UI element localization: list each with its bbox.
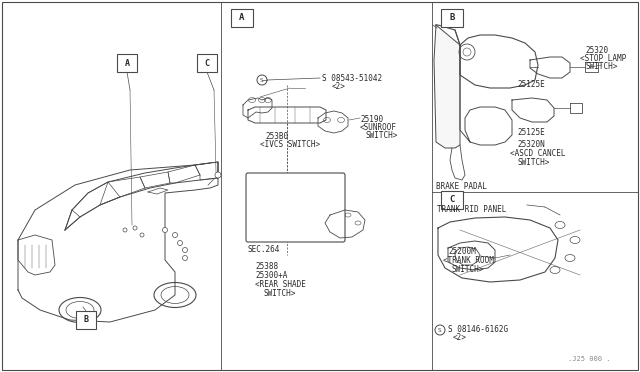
Bar [76, 311, 96, 329]
Text: <2>: <2> [453, 333, 467, 342]
Text: 253B0: 253B0 [265, 132, 288, 141]
Bar [117, 54, 137, 72]
Text: SWITCH>: SWITCH> [365, 131, 397, 140]
Text: S: S [438, 327, 442, 333]
Text: SEC.264: SEC.264 [248, 245, 280, 254]
Circle shape [133, 226, 137, 230]
Bar [231, 9, 253, 27]
Circle shape [182, 247, 188, 253]
Text: A: A [125, 58, 129, 67]
Text: <IVCS SWITCH>: <IVCS SWITCH> [260, 140, 320, 149]
Circle shape [173, 232, 177, 237]
Circle shape [182, 256, 188, 260]
Text: <TRANK ROOM: <TRANK ROOM [443, 256, 494, 265]
Text: S: S [260, 77, 264, 83]
Text: <SUNROOF: <SUNROOF [360, 123, 397, 132]
FancyBboxPatch shape [299, 182, 317, 204]
Text: 25388: 25388 [255, 262, 278, 271]
Circle shape [215, 172, 221, 178]
Text: S 08543-51042: S 08543-51042 [322, 74, 382, 83]
Text: 25320: 25320 [585, 46, 608, 55]
Text: SWITCH>: SWITCH> [585, 62, 618, 71]
Text: TRANK RID PANEL: TRANK RID PANEL [437, 205, 506, 214]
FancyBboxPatch shape [255, 182, 273, 204]
Text: 25190: 25190 [360, 115, 383, 124]
Text: SWITCH>: SWITCH> [452, 265, 484, 274]
Text: 25125E: 25125E [517, 80, 545, 89]
Text: B: B [83, 315, 88, 324]
Text: 25200M: 25200M [448, 247, 476, 256]
Text: SWITCH>: SWITCH> [517, 158, 549, 167]
Circle shape [177, 241, 182, 246]
Text: <ASCD CANCEL: <ASCD CANCEL [510, 149, 566, 158]
Bar [197, 54, 217, 72]
Text: .J25 000 .: .J25 000 . [568, 356, 610, 362]
FancyBboxPatch shape [321, 208, 339, 230]
FancyBboxPatch shape [321, 182, 339, 204]
Text: B: B [449, 13, 454, 22]
Text: BRAKE PADAL: BRAKE PADAL [436, 182, 487, 191]
Text: <STOP LAMP: <STOP LAMP [580, 54, 627, 63]
FancyBboxPatch shape [299, 208, 317, 230]
FancyBboxPatch shape [255, 208, 273, 230]
Text: C: C [449, 196, 454, 205]
Text: 25320N: 25320N [517, 140, 545, 149]
Text: C: C [205, 58, 209, 67]
Bar [441, 191, 463, 209]
Text: <REAR SHADE: <REAR SHADE [255, 280, 306, 289]
Text: 25300+A: 25300+A [255, 271, 287, 280]
Polygon shape [434, 25, 460, 148]
FancyBboxPatch shape [277, 182, 295, 204]
Text: SWITCH>: SWITCH> [263, 289, 296, 298]
Circle shape [140, 233, 144, 237]
Text: S 08146-6162G: S 08146-6162G [448, 325, 508, 334]
Circle shape [123, 228, 127, 232]
FancyBboxPatch shape [246, 173, 345, 242]
Text: 25125E: 25125E [517, 128, 545, 137]
Circle shape [163, 228, 168, 232]
Text: A: A [239, 13, 244, 22]
FancyBboxPatch shape [277, 208, 295, 230]
Bar [441, 9, 463, 27]
Text: <2>: <2> [332, 82, 346, 91]
